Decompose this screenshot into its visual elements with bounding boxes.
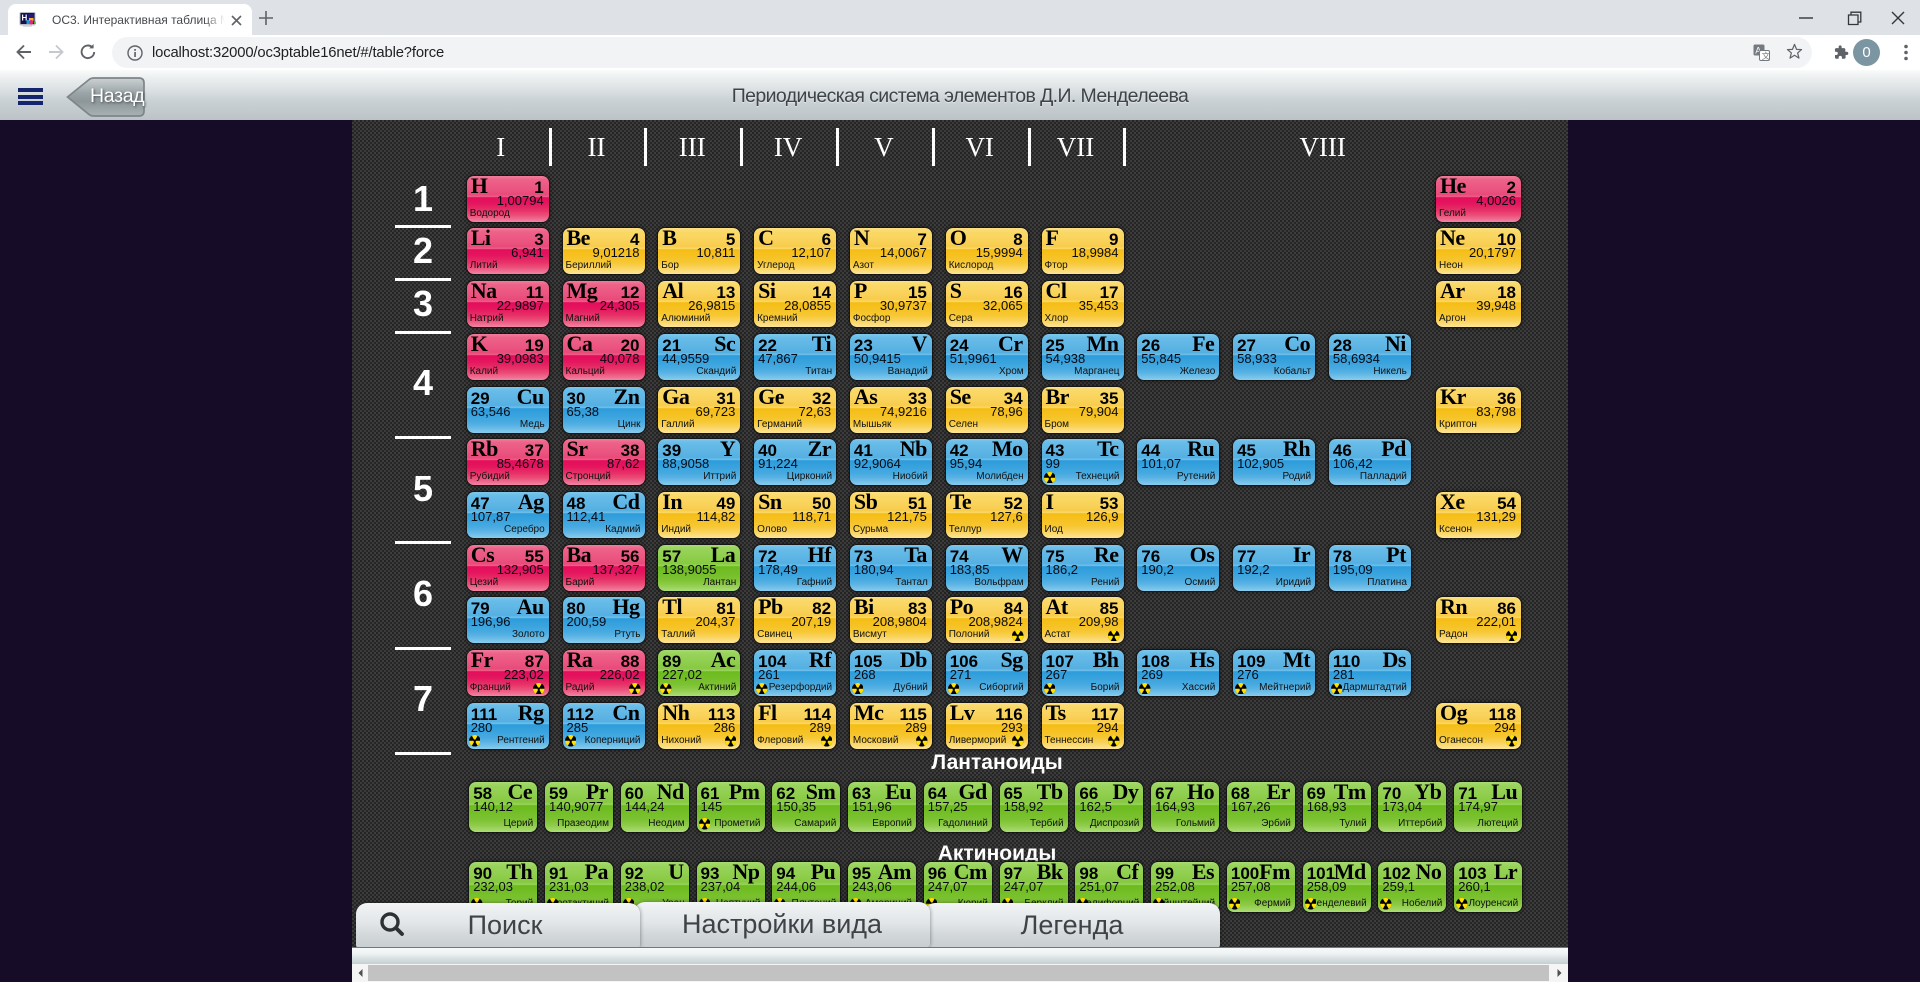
svg-text:文: 文 bbox=[1762, 51, 1770, 61]
svg-text:A: A bbox=[1755, 46, 1761, 56]
svg-text:H: H bbox=[22, 14, 28, 23]
